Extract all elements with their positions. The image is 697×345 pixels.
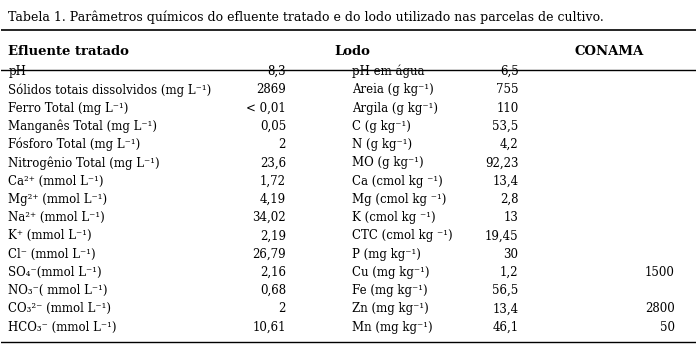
Text: 4,19: 4,19 [260,193,286,206]
Text: 13,4: 13,4 [493,302,519,315]
Text: 1,2: 1,2 [500,266,519,279]
Text: Ca²⁺ (mmol L⁻¹): Ca²⁺ (mmol L⁻¹) [8,175,104,188]
Text: 50: 50 [660,321,675,334]
Text: 2,16: 2,16 [260,266,286,279]
Text: 46,1: 46,1 [493,321,519,334]
Text: 2: 2 [279,138,286,151]
Text: 110: 110 [496,101,519,115]
Text: 13: 13 [504,211,519,224]
Text: Manganês Total (mg L⁻¹): Manganês Total (mg L⁻¹) [8,120,158,133]
Text: 2800: 2800 [645,302,675,315]
Text: 56,5: 56,5 [492,284,519,297]
Text: 92,23: 92,23 [485,156,519,169]
Text: pH: pH [8,65,26,78]
Text: 1500: 1500 [645,266,675,279]
Text: Mg (cmol kg ⁻¹): Mg (cmol kg ⁻¹) [352,193,446,206]
Text: K⁺ (mmol L⁻¹): K⁺ (mmol L⁻¹) [8,229,92,242]
Text: 2,8: 2,8 [500,193,519,206]
Text: CTC (cmol kg ⁻¹): CTC (cmol kg ⁻¹) [352,229,452,242]
Text: 8,3: 8,3 [268,65,286,78]
Text: MO (g kg⁻¹): MO (g kg⁻¹) [352,156,424,169]
Text: Efluente tratado: Efluente tratado [8,45,129,58]
Text: Mg²⁺ (mmol L⁻¹): Mg²⁺ (mmol L⁻¹) [8,193,107,206]
Text: 13,4: 13,4 [493,175,519,188]
Text: Areia (g kg⁻¹): Areia (g kg⁻¹) [352,83,434,96]
Text: Na²⁺ (mmol L⁻¹): Na²⁺ (mmol L⁻¹) [8,211,105,224]
Text: < 0,01: < 0,01 [246,101,286,115]
Text: Cu (mg kg⁻¹): Cu (mg kg⁻¹) [352,266,429,279]
Text: C (g kg⁻¹): C (g kg⁻¹) [352,120,411,133]
Text: 755: 755 [496,83,519,96]
Text: 1,72: 1,72 [260,175,286,188]
Text: Fósforo Total (mg L⁻¹): Fósforo Total (mg L⁻¹) [8,138,141,151]
Text: Ferro Total (mg L⁻¹): Ferro Total (mg L⁻¹) [8,101,129,115]
Text: 2: 2 [279,302,286,315]
Text: P (mg kg⁻¹): P (mg kg⁻¹) [352,248,421,260]
Text: 19,45: 19,45 [485,229,519,242]
Text: Zn (mg kg⁻¹): Zn (mg kg⁻¹) [352,302,429,315]
Text: CONAMA: CONAMA [574,45,643,58]
Text: Sólidos totais dissolvidos (mg L⁻¹): Sólidos totais dissolvidos (mg L⁻¹) [8,83,212,97]
Text: Ca (cmol kg ⁻¹): Ca (cmol kg ⁻¹) [352,175,443,188]
Text: Argila (g kg⁻¹): Argila (g kg⁻¹) [352,101,438,115]
Text: Fe (mg kg⁻¹): Fe (mg kg⁻¹) [352,284,427,297]
Text: 34,02: 34,02 [252,211,286,224]
Text: 23,6: 23,6 [260,156,286,169]
Text: 0,68: 0,68 [260,284,286,297]
Text: SO₄⁻(mmol L⁻¹): SO₄⁻(mmol L⁻¹) [8,266,102,279]
Text: HCO₃⁻ (mmol L⁻¹): HCO₃⁻ (mmol L⁻¹) [8,321,117,334]
Text: Nitrogênio Total (mg L⁻¹): Nitrogênio Total (mg L⁻¹) [8,156,160,169]
Text: 53,5: 53,5 [492,120,519,133]
Text: Lodo: Lodo [334,45,370,58]
Text: 2869: 2869 [256,83,286,96]
Text: 26,79: 26,79 [252,248,286,260]
Text: pH em água: pH em água [352,65,424,78]
Text: CO₃²⁻ (mmol L⁻¹): CO₃²⁻ (mmol L⁻¹) [8,302,112,315]
Text: 30: 30 [504,248,519,260]
Text: Tabela 1. Parâmetros químicos do efluente tratado e do lodo utilizado nas parcel: Tabela 1. Parâmetros químicos do efluent… [8,10,604,24]
Text: Mn (mg kg⁻¹): Mn (mg kg⁻¹) [352,321,433,334]
Text: N (g kg⁻¹): N (g kg⁻¹) [352,138,412,151]
Text: 4,2: 4,2 [500,138,519,151]
Text: 10,61: 10,61 [252,321,286,334]
Text: NO₃⁻( mmol L⁻¹): NO₃⁻( mmol L⁻¹) [8,284,108,297]
Text: 2,19: 2,19 [260,229,286,242]
Text: 0,05: 0,05 [260,120,286,133]
Text: Cl⁻ (mmol L⁻¹): Cl⁻ (mmol L⁻¹) [8,248,96,260]
Text: K (cmol kg ⁻¹): K (cmol kg ⁻¹) [352,211,436,224]
Text: 6,5: 6,5 [500,65,519,78]
